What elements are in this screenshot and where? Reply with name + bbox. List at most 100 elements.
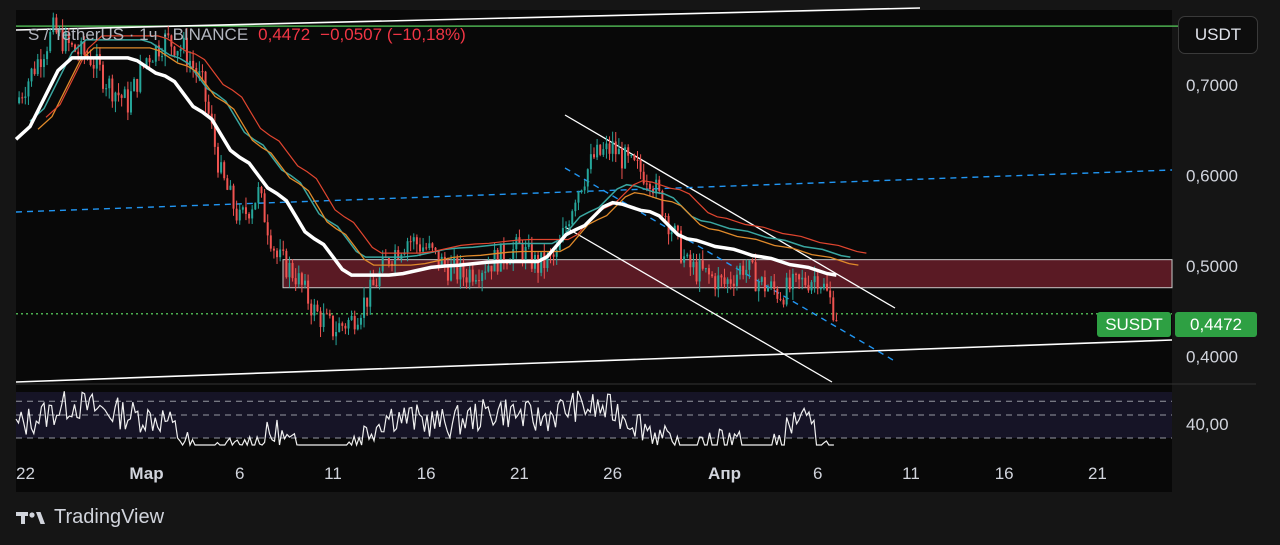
candle-body — [27, 81, 30, 97]
candle-body — [139, 63, 142, 92]
candle-body — [639, 160, 642, 172]
candle-body — [711, 274, 714, 277]
candle-body — [624, 147, 627, 169]
candle-body — [751, 260, 754, 263]
candle-body — [372, 279, 375, 286]
candle-body — [611, 141, 614, 154]
candle-body — [664, 215, 667, 217]
candle-body — [282, 249, 285, 251]
candle-body — [288, 262, 291, 278]
candle-body — [428, 243, 431, 248]
last-price-tag: 0,4472 — [1175, 312, 1257, 337]
candle-body — [763, 277, 766, 292]
candle-body — [692, 261, 695, 268]
candle-body — [673, 225, 676, 233]
candle-body — [459, 262, 462, 280]
candle-body — [745, 269, 748, 275]
candle-body — [95, 54, 98, 69]
price-change: −0,0507 (−10,18%) — [320, 25, 466, 44]
candle-body — [313, 304, 316, 316]
candle-body — [801, 277, 804, 280]
candle-body — [757, 281, 760, 292]
time-axis-tick: 26 — [603, 464, 622, 483]
candle-body — [568, 224, 571, 227]
candle-body — [310, 303, 313, 316]
candle-body — [89, 57, 92, 65]
candle-body — [319, 311, 322, 328]
candle-body — [36, 59, 39, 75]
candle-body — [537, 254, 540, 273]
candle-body — [627, 147, 630, 156]
candle-body — [120, 95, 123, 98]
upper-trendline — [15, 7, 921, 31]
candle-body — [173, 46, 176, 56]
candle-body — [465, 277, 468, 283]
candle-body — [735, 274, 738, 286]
candle-body — [232, 185, 235, 209]
candle-body — [412, 237, 415, 242]
candle-body — [154, 45, 157, 62]
chart-legend: S / TetherUS · 1ч · BINANCE 0,4472 −0,05… — [28, 25, 466, 45]
white-moving-average — [14, 56, 837, 277]
candle-body — [580, 190, 583, 192]
candle-body — [229, 185, 232, 190]
channel-top-line — [564, 114, 896, 309]
candle-body — [105, 88, 108, 90]
candle-body — [484, 271, 487, 273]
candle-body — [748, 260, 751, 270]
candle-body — [307, 280, 310, 304]
candle-body — [248, 213, 251, 219]
candle-body — [325, 313, 328, 315]
candle-body — [260, 187, 263, 194]
candle-body — [521, 243, 524, 261]
candle-body — [164, 33, 167, 57]
candle-body — [216, 146, 219, 173]
candle-body — [586, 169, 589, 187]
time-axis-tick: 11 — [324, 464, 342, 483]
candle-body — [80, 40, 83, 55]
candle-body — [468, 269, 471, 283]
candle-body — [658, 179, 661, 191]
candle-body — [387, 258, 390, 264]
time-axis-tick: 16 — [995, 464, 1014, 483]
candle-body — [642, 171, 645, 184]
candle-body — [297, 273, 300, 285]
candle-body — [698, 260, 701, 282]
candle-body — [55, 17, 58, 33]
candle-body — [285, 250, 288, 278]
candle-body — [617, 148, 620, 155]
candle-body — [773, 281, 776, 289]
candle-body — [602, 149, 605, 155]
candle-body — [92, 64, 95, 69]
candle-body — [835, 320, 838, 322]
candle-body — [605, 143, 608, 150]
candle-body — [74, 44, 77, 52]
candle-body — [111, 78, 114, 102]
currency-button[interactable]: USDT — [1178, 16, 1258, 54]
candle-body — [832, 297, 835, 321]
candle-body — [608, 143, 611, 154]
candle-body — [732, 283, 735, 286]
candle-body — [546, 254, 549, 269]
candle-body — [655, 179, 658, 194]
candle-body — [70, 42, 73, 45]
candle-body — [64, 32, 67, 52]
candle-body — [446, 266, 449, 281]
candle-body — [344, 325, 347, 329]
candle-body — [350, 315, 353, 320]
candle-body — [83, 40, 86, 55]
candle-body — [599, 144, 602, 155]
candle-body — [148, 58, 151, 63]
candle-body — [129, 91, 132, 113]
candle-body — [33, 68, 36, 75]
time-axis-tick: Апр — [708, 464, 741, 483]
candle-body — [201, 71, 204, 73]
footer-brand[interactable]: TradingView — [16, 506, 164, 529]
time-axis-tick: 21 — [510, 464, 529, 483]
candle-body — [52, 17, 55, 33]
candle-body — [558, 241, 561, 251]
candle-body — [614, 141, 617, 155]
candle-body — [583, 186, 586, 191]
price-axis-tick: 0,4000 — [1186, 348, 1238, 367]
